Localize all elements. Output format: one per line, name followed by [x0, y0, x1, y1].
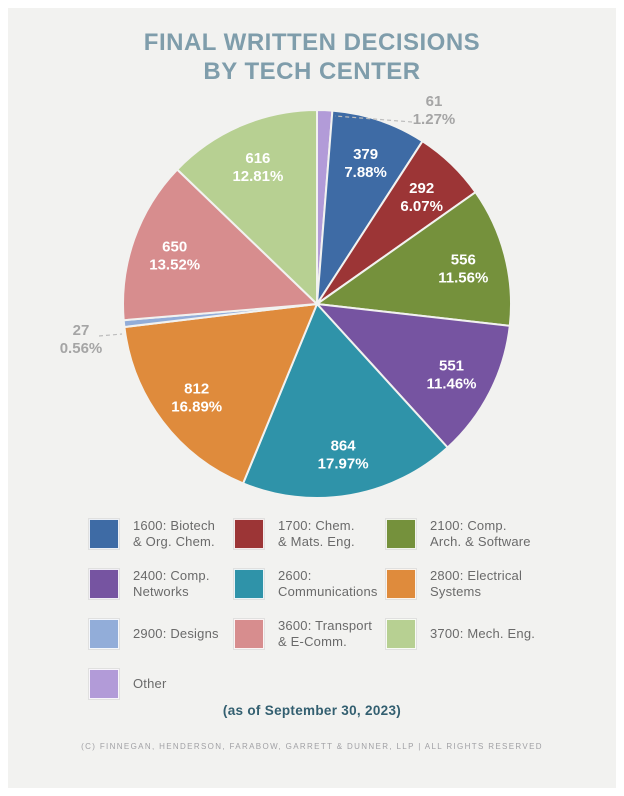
legend-label: 3600: Transport & E-Comm. [278, 618, 373, 649]
legend-item: 2900: Designs [89, 616, 234, 652]
legend-item: 3700: Mech. Eng. [386, 616, 554, 652]
legend-label: Other [133, 676, 167, 691]
pie-slice-label: 616 12.81% [232, 150, 283, 185]
leader-line [98, 333, 123, 337]
legend-swatch [89, 619, 119, 649]
legend-swatch [234, 519, 264, 549]
legend-label: 2400: Comp. Networks [133, 568, 210, 599]
pie-slice-label: 61 1.27% [413, 93, 456, 128]
pie-slice-label: 556 11.56% [438, 252, 488, 287]
pie-slice-label: 379 7.88% [344, 146, 387, 181]
pie-slice-label: 27 0.56% [60, 322, 103, 357]
pie-slice-label: 812 16.89% [171, 380, 222, 415]
legend-swatch [89, 569, 119, 599]
legend-label: 2800: Electrical Systems [430, 568, 523, 599]
pie-slice-2400 [316, 303, 511, 449]
legend-item: 2800: Electrical Systems [386, 566, 554, 602]
pie-slice-label: 650 13.52% [149, 239, 200, 274]
pie-slice-1600 [316, 109, 424, 305]
pie-slice-2600 [242, 303, 449, 499]
legend-label: 2600: Communications [278, 568, 378, 599]
copyright-line: (C) FINNEGAN, HENDERSON, FARABOW, GARRET… [81, 742, 543, 751]
legend-item: Other [89, 666, 234, 702]
pie-slice-2800 [123, 303, 318, 485]
pie-slice-2100 [316, 191, 513, 327]
legend-label: 1700: Chem. & Mats. Eng. [278, 518, 355, 549]
legend-item: 2600: Communications [234, 566, 386, 602]
legend-item: 3600: Transport & E-Comm. [234, 616, 386, 652]
legend-label: 1600: Biotech & Org. Chem. [133, 518, 216, 549]
legend-item: 1700: Chem. & Mats. Eng. [234, 516, 386, 552]
legend-swatch [234, 569, 264, 599]
legend-label: 2100: Comp. Arch. & Software [430, 518, 531, 549]
pie-slice-label: 551 11.46% [426, 358, 476, 393]
legend-swatch [89, 669, 119, 699]
legend-swatch [386, 519, 416, 549]
pie-slice-label: 864 17.97% [318, 438, 369, 473]
legend-swatch [234, 619, 264, 649]
legend-swatch [386, 569, 416, 599]
legend-swatch [386, 619, 416, 649]
pie-chart: 61 1.27% 379 7.88% 292 6.07% 556 11.56% 551 11.46… [60, 93, 513, 499]
legend-item: 2100: Comp. Arch. & Software [386, 516, 554, 552]
legend-label: 2900: Designs [133, 626, 219, 641]
leader-line [334, 115, 413, 123]
page-title-line2: BY TECH CENTER [203, 58, 421, 85]
legend-label: 3700: Mech. Eng. [430, 626, 536, 641]
as-of-date: (as of September 30, 2023) [222, 703, 402, 718]
legend-swatch [89, 519, 119, 549]
pie-slice-3600 [122, 168, 318, 322]
page-title: FINAL WRITTEN DECISIONS BY TECH CENTER [0, 28, 624, 86]
pie-slice-label: 292 6.07% [400, 180, 443, 215]
legend: 1600: Biotech & Org. Chem. 1700: Chem. & Ma… [89, 516, 569, 702]
page-title-line1: FINAL WRITTEN DECISIONS [143, 29, 481, 56]
legend-item: 1600: Biotech & Org. Chem. [89, 516, 234, 552]
pie-slice-3700 [176, 109, 318, 305]
legend-item: 2400: Comp. Networks [89, 566, 234, 602]
